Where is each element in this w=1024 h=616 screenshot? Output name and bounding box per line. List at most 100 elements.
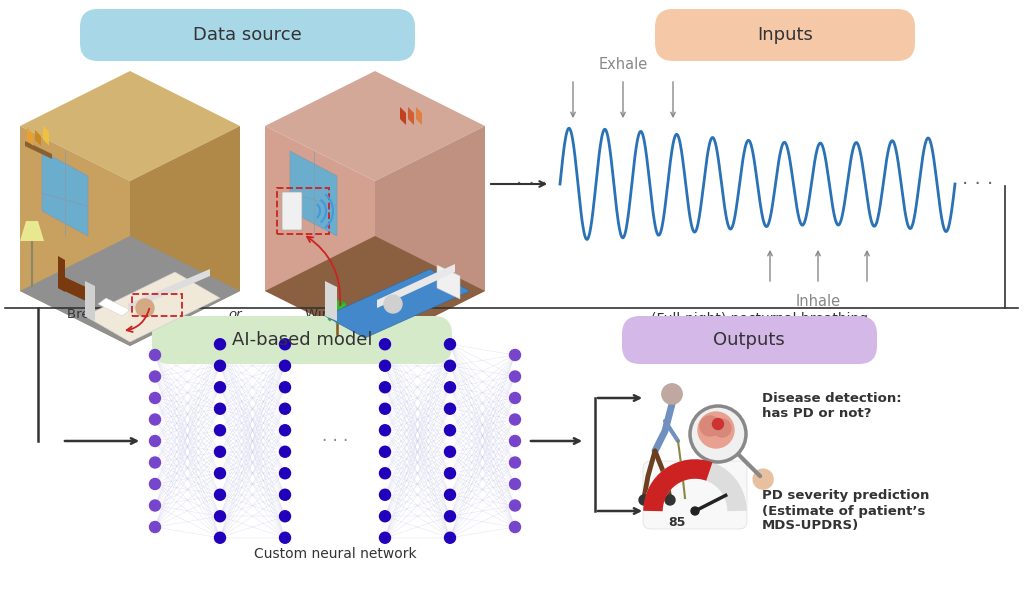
Polygon shape: [42, 151, 88, 236]
Circle shape: [380, 360, 390, 371]
Polygon shape: [98, 298, 130, 316]
Circle shape: [700, 416, 720, 436]
Polygon shape: [437, 265, 460, 299]
Circle shape: [380, 382, 390, 393]
Circle shape: [214, 511, 225, 522]
Polygon shape: [20, 126, 130, 346]
Circle shape: [510, 349, 520, 360]
Polygon shape: [58, 256, 65, 292]
Circle shape: [662, 384, 682, 404]
Text: or: or: [228, 307, 242, 320]
Text: Custom neural network: Custom neural network: [254, 547, 417, 561]
Polygon shape: [377, 264, 455, 308]
Circle shape: [214, 532, 225, 543]
Circle shape: [150, 500, 161, 511]
Circle shape: [150, 522, 161, 532]
Polygon shape: [20, 71, 240, 181]
Circle shape: [214, 382, 225, 393]
Circle shape: [444, 532, 456, 543]
Circle shape: [444, 360, 456, 371]
Circle shape: [214, 425, 225, 436]
Polygon shape: [20, 236, 240, 346]
Circle shape: [384, 295, 402, 313]
Circle shape: [444, 382, 456, 393]
Text: · · ·: · · ·: [516, 174, 548, 193]
Polygon shape: [290, 151, 337, 236]
Circle shape: [214, 339, 225, 350]
Polygon shape: [325, 281, 337, 321]
Circle shape: [150, 457, 161, 468]
Text: (Full-night) nocturnal breathing: (Full-night) nocturnal breathing: [651, 312, 868, 326]
Text: AI-based model: AI-based model: [231, 331, 373, 349]
Circle shape: [214, 403, 225, 414]
Circle shape: [380, 339, 390, 350]
Circle shape: [280, 403, 291, 414]
Polygon shape: [400, 107, 406, 125]
Circle shape: [444, 339, 456, 350]
Text: Inputs: Inputs: [757, 26, 813, 44]
Circle shape: [444, 489, 456, 500]
Circle shape: [214, 446, 225, 457]
Polygon shape: [375, 126, 485, 346]
Circle shape: [510, 414, 520, 425]
Polygon shape: [265, 236, 485, 346]
Circle shape: [510, 522, 520, 532]
Text: · · ·: · · ·: [963, 174, 993, 193]
Circle shape: [214, 360, 225, 371]
FancyBboxPatch shape: [80, 9, 415, 61]
Polygon shape: [325, 269, 470, 338]
Circle shape: [280, 382, 291, 393]
Text: PD severity prediction
(Estimate of patient’s
MDS-UPDRS): PD severity prediction (Estimate of pati…: [762, 490, 930, 532]
Circle shape: [691, 507, 699, 515]
Circle shape: [665, 495, 675, 505]
Circle shape: [510, 371, 520, 382]
Circle shape: [150, 414, 161, 425]
Circle shape: [280, 425, 291, 436]
Circle shape: [280, 489, 291, 500]
Text: Outputs: Outputs: [713, 331, 784, 349]
Circle shape: [380, 425, 390, 436]
Circle shape: [698, 412, 734, 448]
Polygon shape: [85, 272, 220, 342]
Polygon shape: [58, 274, 88, 302]
Circle shape: [214, 468, 225, 479]
Circle shape: [665, 386, 680, 402]
Circle shape: [662, 384, 682, 404]
Circle shape: [280, 339, 291, 350]
Polygon shape: [27, 128, 33, 146]
Circle shape: [150, 479, 161, 490]
Circle shape: [444, 446, 456, 457]
FancyBboxPatch shape: [282, 192, 302, 230]
Circle shape: [713, 418, 724, 429]
Text: Disease detection:
has PD or not?: Disease detection: has PD or not?: [762, 392, 901, 420]
Circle shape: [280, 532, 291, 543]
Circle shape: [380, 489, 390, 500]
Polygon shape: [128, 269, 210, 311]
Circle shape: [444, 511, 456, 522]
Polygon shape: [20, 221, 44, 241]
Polygon shape: [35, 130, 41, 146]
Circle shape: [444, 425, 456, 436]
Circle shape: [444, 468, 456, 479]
Circle shape: [214, 489, 225, 500]
Circle shape: [150, 392, 161, 403]
Circle shape: [280, 446, 291, 457]
Circle shape: [639, 495, 649, 505]
Circle shape: [280, 468, 291, 479]
Circle shape: [136, 299, 154, 317]
Polygon shape: [416, 107, 422, 125]
Polygon shape: [43, 126, 49, 145]
Circle shape: [280, 511, 291, 522]
Circle shape: [510, 436, 520, 447]
FancyBboxPatch shape: [643, 461, 746, 529]
Circle shape: [510, 392, 520, 403]
Circle shape: [510, 500, 520, 511]
Polygon shape: [130, 126, 240, 346]
Circle shape: [150, 349, 161, 360]
Text: Breathing belt: Breathing belt: [68, 307, 163, 320]
Circle shape: [150, 436, 161, 447]
Circle shape: [280, 360, 291, 371]
Circle shape: [380, 468, 390, 479]
Circle shape: [380, 403, 390, 414]
Polygon shape: [25, 141, 52, 159]
